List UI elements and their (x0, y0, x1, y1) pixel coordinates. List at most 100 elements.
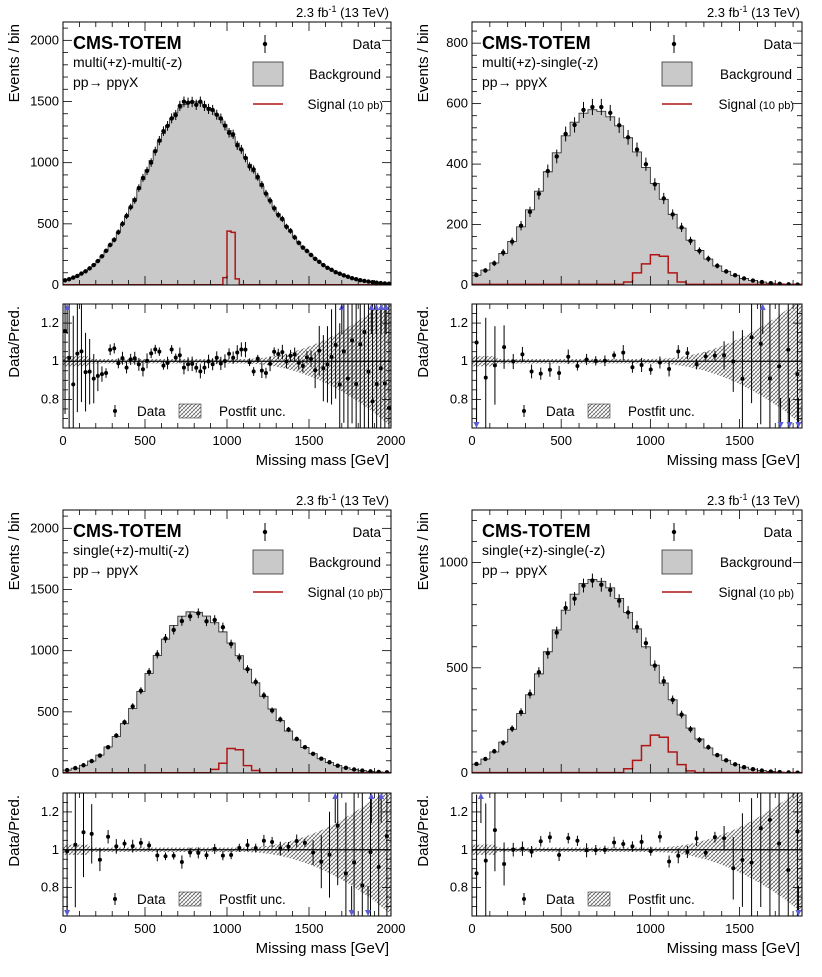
ratio-point (212, 843, 217, 854)
data-point (171, 625, 176, 635)
ratio-point (341, 304, 346, 423)
data-point (91, 262, 96, 268)
data-marker (179, 618, 185, 624)
ratio-plot-area (63, 304, 391, 428)
ratio-point (667, 361, 672, 377)
ratio-marker (319, 859, 324, 864)
ratio-legend-data-label: Data (546, 404, 575, 419)
ratio-point (253, 843, 258, 853)
ratio-marker (621, 350, 626, 355)
data-marker (253, 679, 258, 685)
data-marker (130, 704, 135, 709)
data-point (688, 236, 693, 245)
ratio-y-axis-title: Data/Pred. (415, 795, 432, 867)
legend-data-label: Data (352, 525, 381, 540)
data-marker (652, 663, 658, 668)
ratio-marker (317, 348, 322, 353)
data-marker (768, 280, 773, 285)
ratio-marker (130, 844, 135, 849)
ratio-point (288, 349, 293, 362)
ratio-point (354, 304, 359, 428)
data-marker (634, 624, 640, 630)
data-point (366, 279, 371, 284)
experiment-label: CMS-TOTEM (73, 521, 182, 541)
ratio-point (722, 341, 727, 370)
ratio-marker (99, 372, 104, 377)
data-marker (697, 737, 702, 743)
ratio-marker (777, 364, 782, 369)
ratio-arrow-head (378, 793, 385, 799)
data-marker (286, 727, 291, 732)
ratio-arrow-head (348, 910, 355, 916)
data-marker (706, 745, 711, 750)
ratio-point (95, 360, 100, 392)
ratio-point (136, 357, 141, 371)
ratio-marker (188, 850, 193, 855)
data-point (286, 726, 291, 733)
data-point (75, 273, 80, 279)
data-point (581, 101, 586, 118)
ratio-legend-data-dot (113, 409, 117, 413)
ratio-point (309, 350, 314, 368)
ratio-marker (354, 382, 359, 387)
ratio-legend: Data Postfit unc. (113, 891, 286, 907)
data-marker (362, 278, 367, 284)
ratio-point (214, 351, 219, 365)
ratio-marker (227, 351, 232, 356)
ratio-point (311, 840, 316, 866)
ratio-marker (122, 841, 127, 846)
ratio-marker (112, 346, 117, 351)
ratio-point (280, 344, 285, 360)
ratio-point (220, 851, 225, 861)
signal-histogram (63, 747, 391, 773)
data-point (253, 678, 258, 686)
y-tick-label: 200 (446, 217, 468, 232)
data-point (374, 280, 379, 285)
data-marker (777, 769, 782, 773)
ratio-point (179, 855, 184, 869)
ratio-point (731, 836, 736, 900)
ratio-point (621, 345, 626, 361)
ratio-legend-postfit-label: Postfit unc. (628, 892, 695, 907)
data-point (554, 626, 559, 639)
data-marker (715, 263, 720, 269)
legend-data-dot (671, 41, 677, 47)
ratio-arrow-head (759, 304, 766, 310)
ratio-point (81, 793, 86, 878)
data-marker (501, 250, 506, 255)
ratio-marker (575, 838, 580, 843)
ratio-marker (163, 854, 168, 859)
data-point (353, 277, 359, 282)
data-point (697, 737, 702, 743)
postfit-uncertainty-band (472, 793, 802, 913)
data-point (376, 769, 381, 773)
ratio-marker (255, 356, 260, 361)
lumi-energy: (13 TeV) (747, 493, 800, 508)
ratio-point (676, 848, 681, 864)
ratio-marker (511, 847, 516, 852)
data-marker (146, 669, 152, 675)
ratio-point (83, 332, 88, 412)
ratio-plot-area (63, 793, 391, 916)
data-marker (189, 99, 195, 105)
data-marker (349, 275, 355, 281)
data-marker (536, 670, 542, 675)
data-marker (750, 767, 756, 772)
ratio-point (229, 850, 234, 860)
ratio-frame (471, 792, 803, 917)
data-point (179, 616, 185, 626)
data-marker (99, 254, 105, 259)
ratio-marker (104, 371, 109, 376)
data-point (509, 237, 515, 246)
ratio-point (345, 304, 350, 428)
ratio-arrow-head (368, 304, 375, 310)
data-point (187, 611, 193, 622)
x-tick-label: 1000 (636, 921, 665, 936)
ratio-point (122, 839, 127, 848)
process-label: pp→ ppγX (482, 74, 548, 90)
ratio-marker (177, 353, 182, 358)
x-tick-label: 500 (550, 433, 572, 448)
ratio-point (67, 304, 72, 428)
ratio-arrow-up (378, 304, 385, 334)
